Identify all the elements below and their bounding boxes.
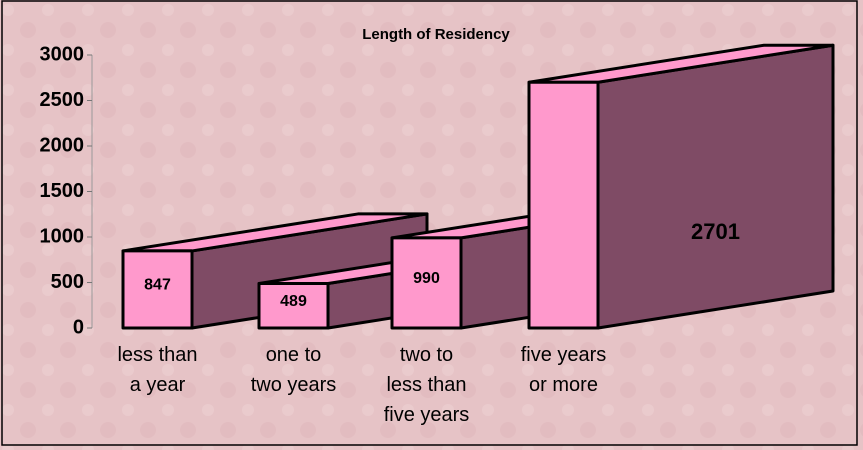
y-tick-label: 1500: [40, 180, 85, 202]
y-tick-label: 2000: [40, 134, 85, 156]
value-label: 489: [280, 293, 307, 310]
x-tick-label: one to two years: [251, 344, 337, 396]
y-tick-label: 1000: [40, 225, 85, 247]
bar-front: [257, 282, 330, 330]
bar-front: [527, 80, 600, 330]
y-tick-label: 2500: [40, 89, 85, 111]
x-tick-label: less than a year: [117, 344, 197, 396]
y-tick-label: 3000: [40, 43, 85, 65]
value-label: 990: [413, 270, 440, 287]
x-tick-label: two to less than five years: [384, 344, 470, 426]
bar-side: [596, 43, 835, 330]
bar: [527, 43, 835, 330]
chart-title: Length of Residency: [362, 26, 510, 43]
y-tick-label: 0: [73, 316, 84, 338]
bar-front: [121, 249, 194, 330]
x-tick-label: five years or more: [521, 344, 607, 396]
value-label: 847: [144, 277, 171, 294]
y-tick-label: 500: [51, 271, 84, 293]
value-label: 2701: [691, 219, 740, 244]
bar-front: [390, 236, 463, 330]
